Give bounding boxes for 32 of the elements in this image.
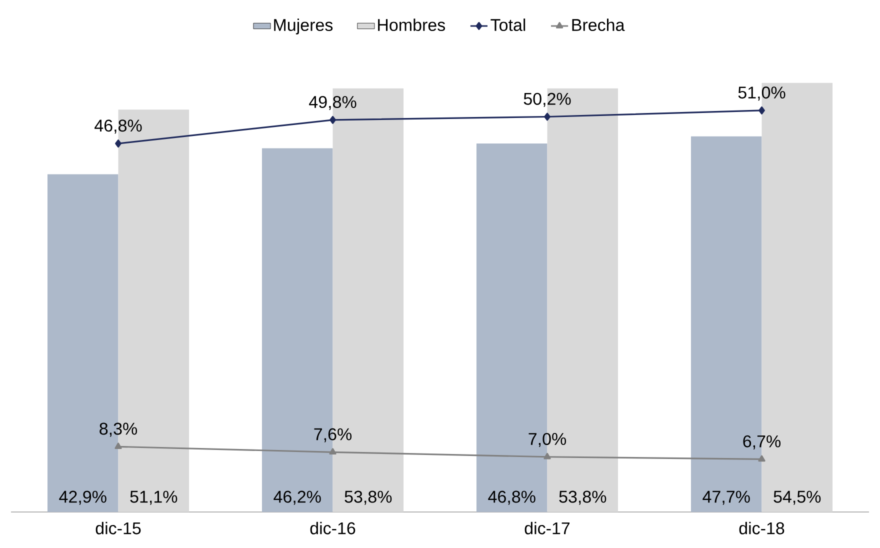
data-label: 53,8%: [344, 490, 392, 505]
data-label: 46,2%: [274, 490, 321, 505]
legend-label: Total: [490, 18, 526, 32]
legend-label: Mujeres: [274, 18, 333, 34]
data-label: 7,0%: [528, 432, 566, 448]
point: [758, 106, 765, 114]
data-label: 50,2%: [524, 92, 571, 107]
x-tick-label: dic-18: [739, 522, 784, 534]
point: [114, 442, 122, 450]
data-label: 8,3%: [100, 422, 138, 437]
point: [329, 448, 336, 455]
data-label: 54,5%: [774, 490, 821, 505]
data-label: 51,0%: [738, 86, 786, 101]
legend-label: Hombres: [378, 18, 446, 32]
data-label: 42,9%: [59, 490, 106, 505]
x-tick-label: dic-16: [310, 522, 356, 534]
point: [758, 455, 766, 462]
point: [115, 140, 122, 148]
data-label: 53,8%: [559, 490, 606, 505]
data-label: 6,7%: [743, 435, 781, 450]
data-label: 51,1%: [130, 490, 178, 505]
point: [330, 116, 336, 124]
x-tick-label: dic-15: [96, 522, 141, 534]
point: [544, 112, 550, 121]
data-label: 49,8%: [309, 96, 356, 110]
data-label: 46,8%: [488, 490, 536, 505]
x-tick-label: dic-17: [524, 522, 570, 534]
data-label: 47,7%: [702, 490, 750, 505]
data-label: 46,8%: [94, 120, 142, 134]
point: [544, 452, 551, 460]
legend-label: Brecha: [572, 18, 625, 32]
data-label: 7,6%: [314, 428, 352, 442]
